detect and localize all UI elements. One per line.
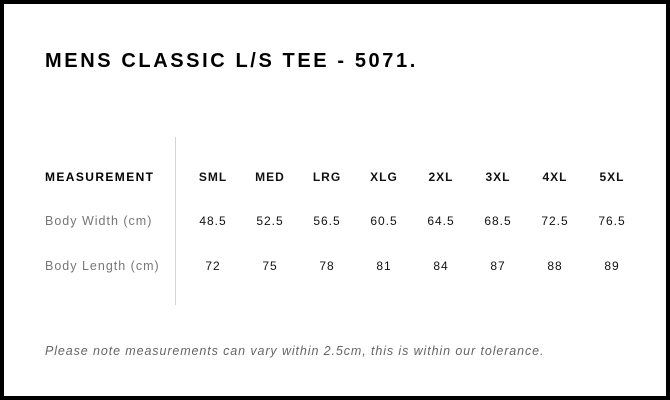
size-header: 3XL	[485, 170, 511, 184]
table-cell: 87	[490, 259, 506, 273]
table-cell: 48.5	[199, 214, 227, 228]
table-cell: 76.5	[598, 214, 626, 228]
size-header: SML	[198, 170, 228, 184]
table-cell: 52.5	[256, 214, 284, 228]
page-title: MENS CLASSIC L/S TEE - 5071.	[45, 50, 418, 72]
tolerance-note: Please note measurements can vary within…	[45, 344, 545, 358]
table-cell: 68.5	[484, 214, 512, 228]
table-cell: 78	[319, 259, 335, 273]
size-header: 2XL	[428, 170, 454, 184]
size-header: 5XL	[599, 170, 625, 184]
size-header: 4XL	[542, 170, 568, 184]
row-label: Body Width (cm)	[45, 214, 153, 228]
size-header: MED	[255, 170, 285, 184]
measurement-header: MEASUREMENT	[45, 170, 155, 184]
table-cell: 64.5	[427, 214, 455, 228]
table-cell: 81	[376, 259, 392, 273]
row-label: Body Length (cm)	[45, 259, 160, 273]
table-cell: 72.5	[541, 214, 569, 228]
table-cell: 75	[262, 259, 278, 273]
table-cell: 88	[547, 259, 563, 273]
table-cell: 89	[604, 259, 620, 273]
size-header: LRG	[312, 170, 342, 184]
size-header: XLG	[370, 170, 398, 184]
table-cell: 72	[205, 259, 221, 273]
table-cell: 60.5	[370, 214, 398, 228]
column-divider	[175, 137, 176, 305]
table-cell: 56.5	[313, 214, 341, 228]
table-cell: 84	[433, 259, 449, 273]
